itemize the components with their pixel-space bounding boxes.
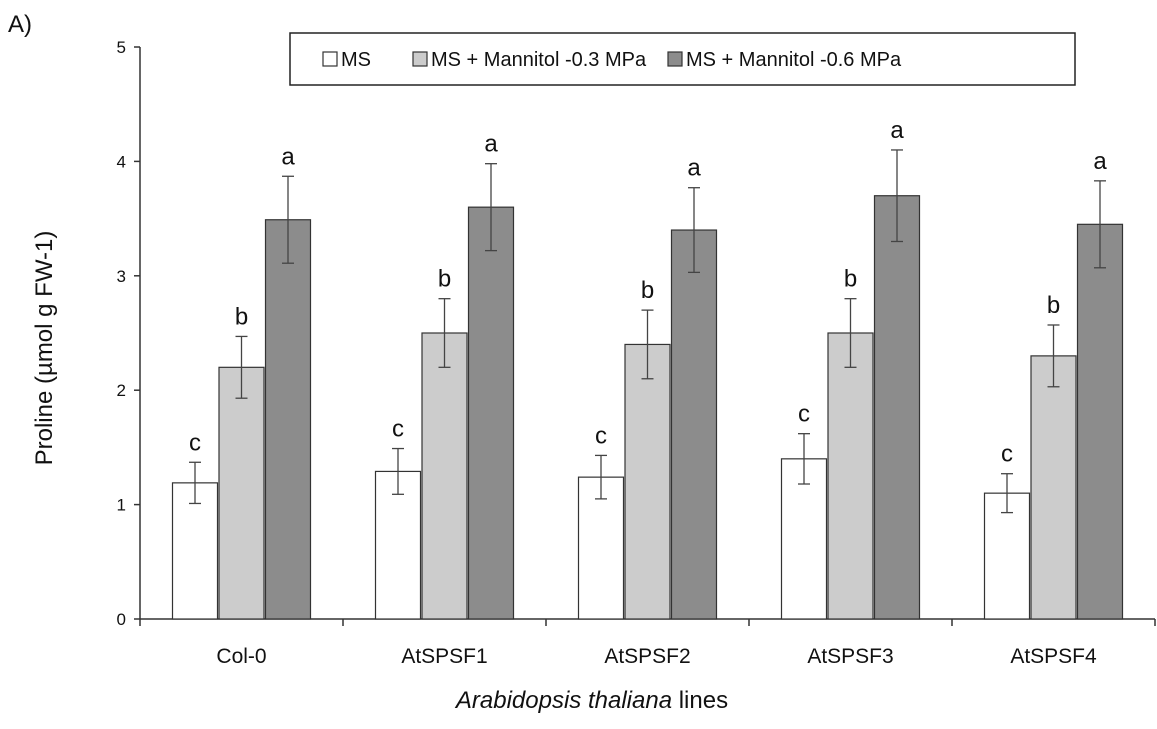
error-bars (189, 149, 1106, 514)
bar (218, 366, 265, 620)
x-axis-label-rest: lines (672, 687, 728, 714)
y-tick-label: 0 (117, 610, 126, 629)
x-axis-label-italic: Arabidopsis thaliana (454, 687, 672, 714)
y-tick-label: 3 (117, 267, 126, 286)
legend-label: MS + Mannitol -0.3 MPa (431, 49, 647, 71)
bar (577, 476, 625, 620)
bars (171, 195, 1124, 620)
x-axis-label: Arabidopsis thaliana lines (454, 687, 728, 714)
significance-letter: a (1093, 148, 1107, 175)
bar (624, 343, 671, 620)
x-tick-label: Col-0 (216, 645, 266, 668)
bar (374, 470, 422, 620)
legend-swatch (322, 51, 338, 67)
significance-letter: b (641, 277, 654, 304)
legend-swatch (412, 51, 428, 67)
panel-label: A) (8, 11, 32, 38)
bar (670, 229, 718, 620)
legend: MS MS + Mannitol -0.3 MPa MS + Mannitol -0… (289, 32, 1076, 86)
significance-letter: a (687, 155, 701, 182)
significance-letter: b (235, 303, 248, 330)
bar (467, 206, 515, 620)
bar (873, 195, 921, 620)
significance-letter: c (392, 416, 404, 443)
bar (780, 458, 828, 620)
bar (1076, 223, 1124, 620)
significance-letter: a (890, 117, 904, 144)
bar (421, 332, 468, 620)
y-tick-label: 2 (117, 381, 126, 400)
significance-letter: a (484, 131, 498, 158)
y-tick-label: 1 (117, 496, 126, 515)
bar (983, 492, 1031, 620)
significance-letters: c b a c b a c b a c b a c b a (189, 117, 1107, 468)
significance-letter: a (281, 143, 295, 170)
legend-label: MS (341, 49, 371, 71)
legend-label: MS + Mannitol -0.6 MPa (686, 49, 902, 71)
significance-letter: c (798, 401, 810, 428)
x-tick-label: AtSPSF1 (401, 645, 487, 668)
significance-letter: b (844, 266, 857, 293)
significance-letter: c (1001, 441, 1013, 468)
y-tick-label: 4 (117, 152, 126, 171)
bar (827, 332, 874, 620)
bar (1030, 355, 1077, 620)
x-tick-label: AtSPSF4 (1010, 645, 1097, 668)
significance-letter: b (1047, 292, 1060, 319)
bar (264, 219, 312, 620)
bar (171, 482, 219, 620)
x-tick-label: AtSPSF3 (807, 645, 893, 668)
legend-swatch (667, 51, 683, 67)
x-tick-label: AtSPSF2 (604, 645, 690, 668)
significance-letter: c (189, 429, 201, 456)
y-tick-label: 5 (117, 38, 126, 57)
y-axis-label: Proline (µmol g FW-1) (31, 231, 58, 466)
significance-letter: b (438, 266, 451, 293)
significance-letter: c (595, 422, 607, 449)
